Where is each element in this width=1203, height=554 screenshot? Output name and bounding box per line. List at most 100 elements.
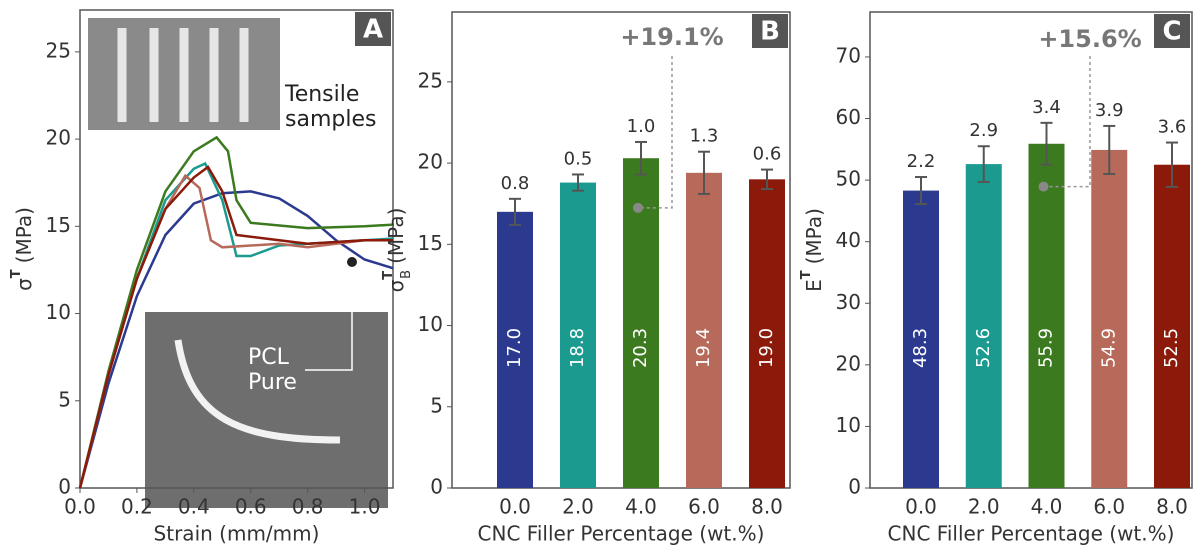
x-axis-label: CNC Filler Percentage (wt.%) [478,522,765,546]
error-label: 3.9 [1095,100,1124,121]
error-label: 3.4 [1032,97,1061,118]
x-tick-label: 4.0 [1031,495,1063,519]
annotation: samples [285,107,376,132]
y-tick-label: 50 [836,167,861,191]
y-tick-label: 25 [46,38,71,62]
y-tick-label: 10 [836,413,861,437]
y-label-part: B [399,270,414,279]
y-tick-label: 70 [836,43,861,67]
panel-label: C [1162,17,1181,47]
annotation: +19.1% [620,23,723,51]
annotation: Pure [248,370,297,395]
x-tick-label: 0.2 [121,495,153,519]
axis-frame [79,9,394,489]
error-label: 3.6 [1158,117,1187,138]
value-label: 52.5 [1161,328,1182,368]
y-tick-label: 60 [836,105,861,129]
curve [78,135,394,489]
x-tick-label: 0.0 [499,495,531,519]
guide [638,56,673,209]
x-tick-label: 6.0 [688,495,720,519]
annotation: Tensile [284,82,359,107]
x-tick-label: 0.0 [905,495,937,519]
value-label: 54.9 [1098,328,1119,368]
panel-badge [752,14,788,48]
photo-pcl [145,312,388,508]
x-tick-label: 2.0 [968,495,1000,519]
bar [1154,164,1190,488]
y-label-part: T [381,271,396,280]
bar [903,190,939,488]
y-tick-label: 40 [836,228,861,252]
y-axis-label: σT B (MPa) [381,208,414,293]
y-tick-label: 5 [430,393,443,417]
error-label: 1.3 [690,126,719,147]
x-tick-label: 1.0 [349,495,381,519]
bar [560,182,596,488]
panel-label: A [363,15,383,45]
value-label: 20.3 [630,328,651,368]
pointer-dot [347,257,357,267]
value-label: 48.3 [910,328,931,368]
x-tick-label: 4.0 [625,495,657,519]
guide [1043,56,1091,188]
y-label-part: E [802,279,826,292]
x-tick-label: 0.6 [235,495,267,519]
error-label: 2.2 [907,151,936,172]
y-tick-label: 0 [848,475,861,499]
y-tick-label: 25 [418,68,443,92]
y-tick-label: 0 [430,475,443,499]
value-label: 18.8 [567,328,588,368]
y-label-part: (MPa) [384,208,408,264]
pointer [305,262,353,371]
y-label-part: (MPa) [802,208,826,264]
annotation: +15.6% [1038,25,1141,53]
guide-dot [633,202,643,213]
x-axis-label: Strain (mm/mm) [154,522,320,546]
panel-badge [355,12,391,46]
y-tick-label: 20 [418,150,443,174]
x-tick-label: 0.8 [292,495,324,519]
y-axis-label: ET (MPa) [799,208,826,292]
bar [749,179,785,488]
y-label-part: σ [384,279,408,292]
y-tick-label: 0 [58,475,71,499]
x-axis-label: CNC Filler Percentage (wt.%) [888,522,1175,546]
bar [686,172,722,488]
sample-shapes [117,28,249,122]
annotation: PCL [248,345,290,370]
y-label-part: T [9,269,24,278]
y-label-part: σ [12,278,36,291]
bar [497,211,533,489]
y-label-part: T [799,270,814,279]
axis-frame [451,11,791,489]
x-tick-label: 8.0 [1156,495,1188,519]
error-label: 1.0 [627,116,656,137]
curve [78,165,393,489]
y-tick-label: 15 [46,213,71,237]
value-label: 17.0 [504,328,525,368]
x-tick-label: 6.0 [1093,495,1125,519]
panel-label: B [760,17,780,47]
bar [1028,143,1065,488]
y-tick-label: 10 [418,312,443,336]
y-label-part: (MPa) [12,207,36,263]
y-tick-label: 10 [46,300,71,324]
value-label: 19.4 [693,328,714,368]
y-axis-label: σT (MPa) [9,207,36,291]
guide-dot [1038,181,1049,192]
error-label: 2.9 [969,120,998,141]
bar [623,158,659,488]
y-tick-label: 30 [836,290,861,314]
x-tick-label: 0.4 [178,495,210,519]
x-tick-label: 2.0 [562,495,594,519]
error-label: 0.8 [501,173,530,194]
y-tick-label: 5 [58,387,71,411]
y-tick-label: 15 [418,231,443,255]
error-label: 0.6 [753,144,782,165]
value-label: 52.6 [973,328,994,368]
y-tick-label: 20 [836,351,861,375]
pcl-sample [174,339,341,444]
panel-badge [1154,14,1190,48]
